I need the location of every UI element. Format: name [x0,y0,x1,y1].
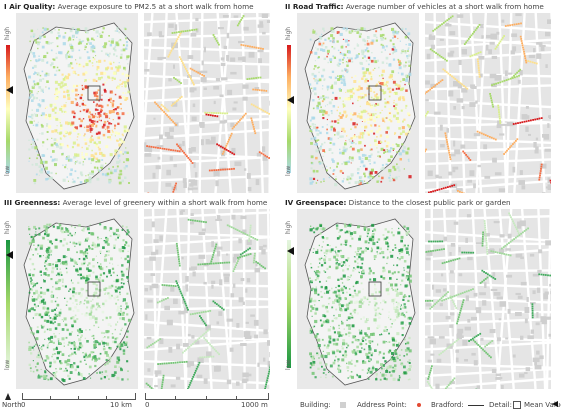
scale-tick [50,396,51,399]
scale-bar-overview [22,393,136,400]
detail-area-box [368,281,382,297]
legend-building-label: Building: [300,401,331,409]
detail-area-box [368,85,382,101]
panel-description: Average exposure to PM2.5 at a short wal… [57,2,254,11]
legend-low-label: low [4,359,11,370]
mean-value-marker [287,247,294,255]
scale-start-label: 0 [145,401,150,409]
panel-numeral: II Road Traffic: [285,2,344,11]
scale-tick [106,396,107,399]
scale-bar-detail [145,393,269,400]
panel-title-air: I Air Quality: Average exposure to PM2.5… [4,2,254,11]
legend-gradient-bar [6,240,10,368]
overview-map-greenspace[interactable] [297,209,419,389]
panel-numeral: IV Greenspace: [285,198,347,207]
scale-tick [206,396,207,399]
detail-map-graphic [425,209,551,389]
legend-high-label: high [4,220,11,234]
building-swatch [340,402,346,408]
mean-value-marker [287,96,294,104]
legend-high-label: high [4,26,11,40]
panel-title-traffic: II Road Traffic: Average number of vehic… [285,2,544,11]
legend-high-label: high [285,26,292,40]
detail-map-greenspace[interactable] [425,209,551,389]
legend-mean-label: Mean Value: [524,401,561,409]
detail-map-traffic[interactable] [425,13,551,193]
detail-area-box [87,281,101,297]
north-arrow-icon [5,393,11,400]
overview-map-graphic [297,13,419,193]
detail-map-greenness[interactable] [144,209,270,389]
mean-value-marker [6,251,13,259]
legend-high-label: high [285,220,292,234]
mean-value-marker [6,86,13,94]
scale-end-label: 1000 m [241,401,268,409]
legend-address-label: Address Point: [357,401,407,409]
scale-start-label: 0 [21,401,26,409]
overview-map-graphic [297,209,419,389]
panel-title-greenspace: IV Greenspace: Distance to the closest p… [285,198,511,207]
overview-map-graphic [16,13,138,193]
overview-map-traffic[interactable] [297,13,419,193]
mean-value-icon [552,401,558,407]
panel-numeral: I Air Quality: [4,2,56,11]
panel-numeral: III Greenness: [4,198,61,207]
detail-area-box [87,85,101,101]
legend-gradient-bar [287,240,291,368]
scale-tick [236,396,237,399]
panel-description: Average number of vehicles at a short wa… [345,2,544,11]
legend-gradient-bar [287,45,291,173]
address-point-swatch [417,403,421,407]
detail-map-graphic [144,209,270,389]
panel-description: Distance to the closest public park or g… [348,198,511,207]
legend-gradient-bar [6,45,10,173]
north-label: North [2,401,22,409]
panel-title-greenness: III Greenness: Average level of greenery… [4,198,267,207]
legend-low-label: low [285,165,292,176]
legend-detail-label: Detail: [489,401,512,409]
scale-tick [78,396,79,399]
overview-map-air[interactable] [16,13,138,193]
overview-map-greenness[interactable] [16,209,138,389]
scale-end-label: 10 km [110,401,133,409]
bradford-boundary-swatch [468,405,484,406]
legend-low-label: low [285,359,292,370]
legend-low-label: low [4,165,11,176]
detail-map-graphic [425,13,551,193]
detail-map-air[interactable] [144,13,270,193]
detail-area-swatch [513,401,521,409]
detail-map-graphic [144,13,270,193]
panel-description: Average level of greenery within a short… [62,198,268,207]
scale-tick [175,396,176,399]
overview-map-graphic [16,209,138,389]
legend-bradford-label: Bradford: [431,401,464,409]
